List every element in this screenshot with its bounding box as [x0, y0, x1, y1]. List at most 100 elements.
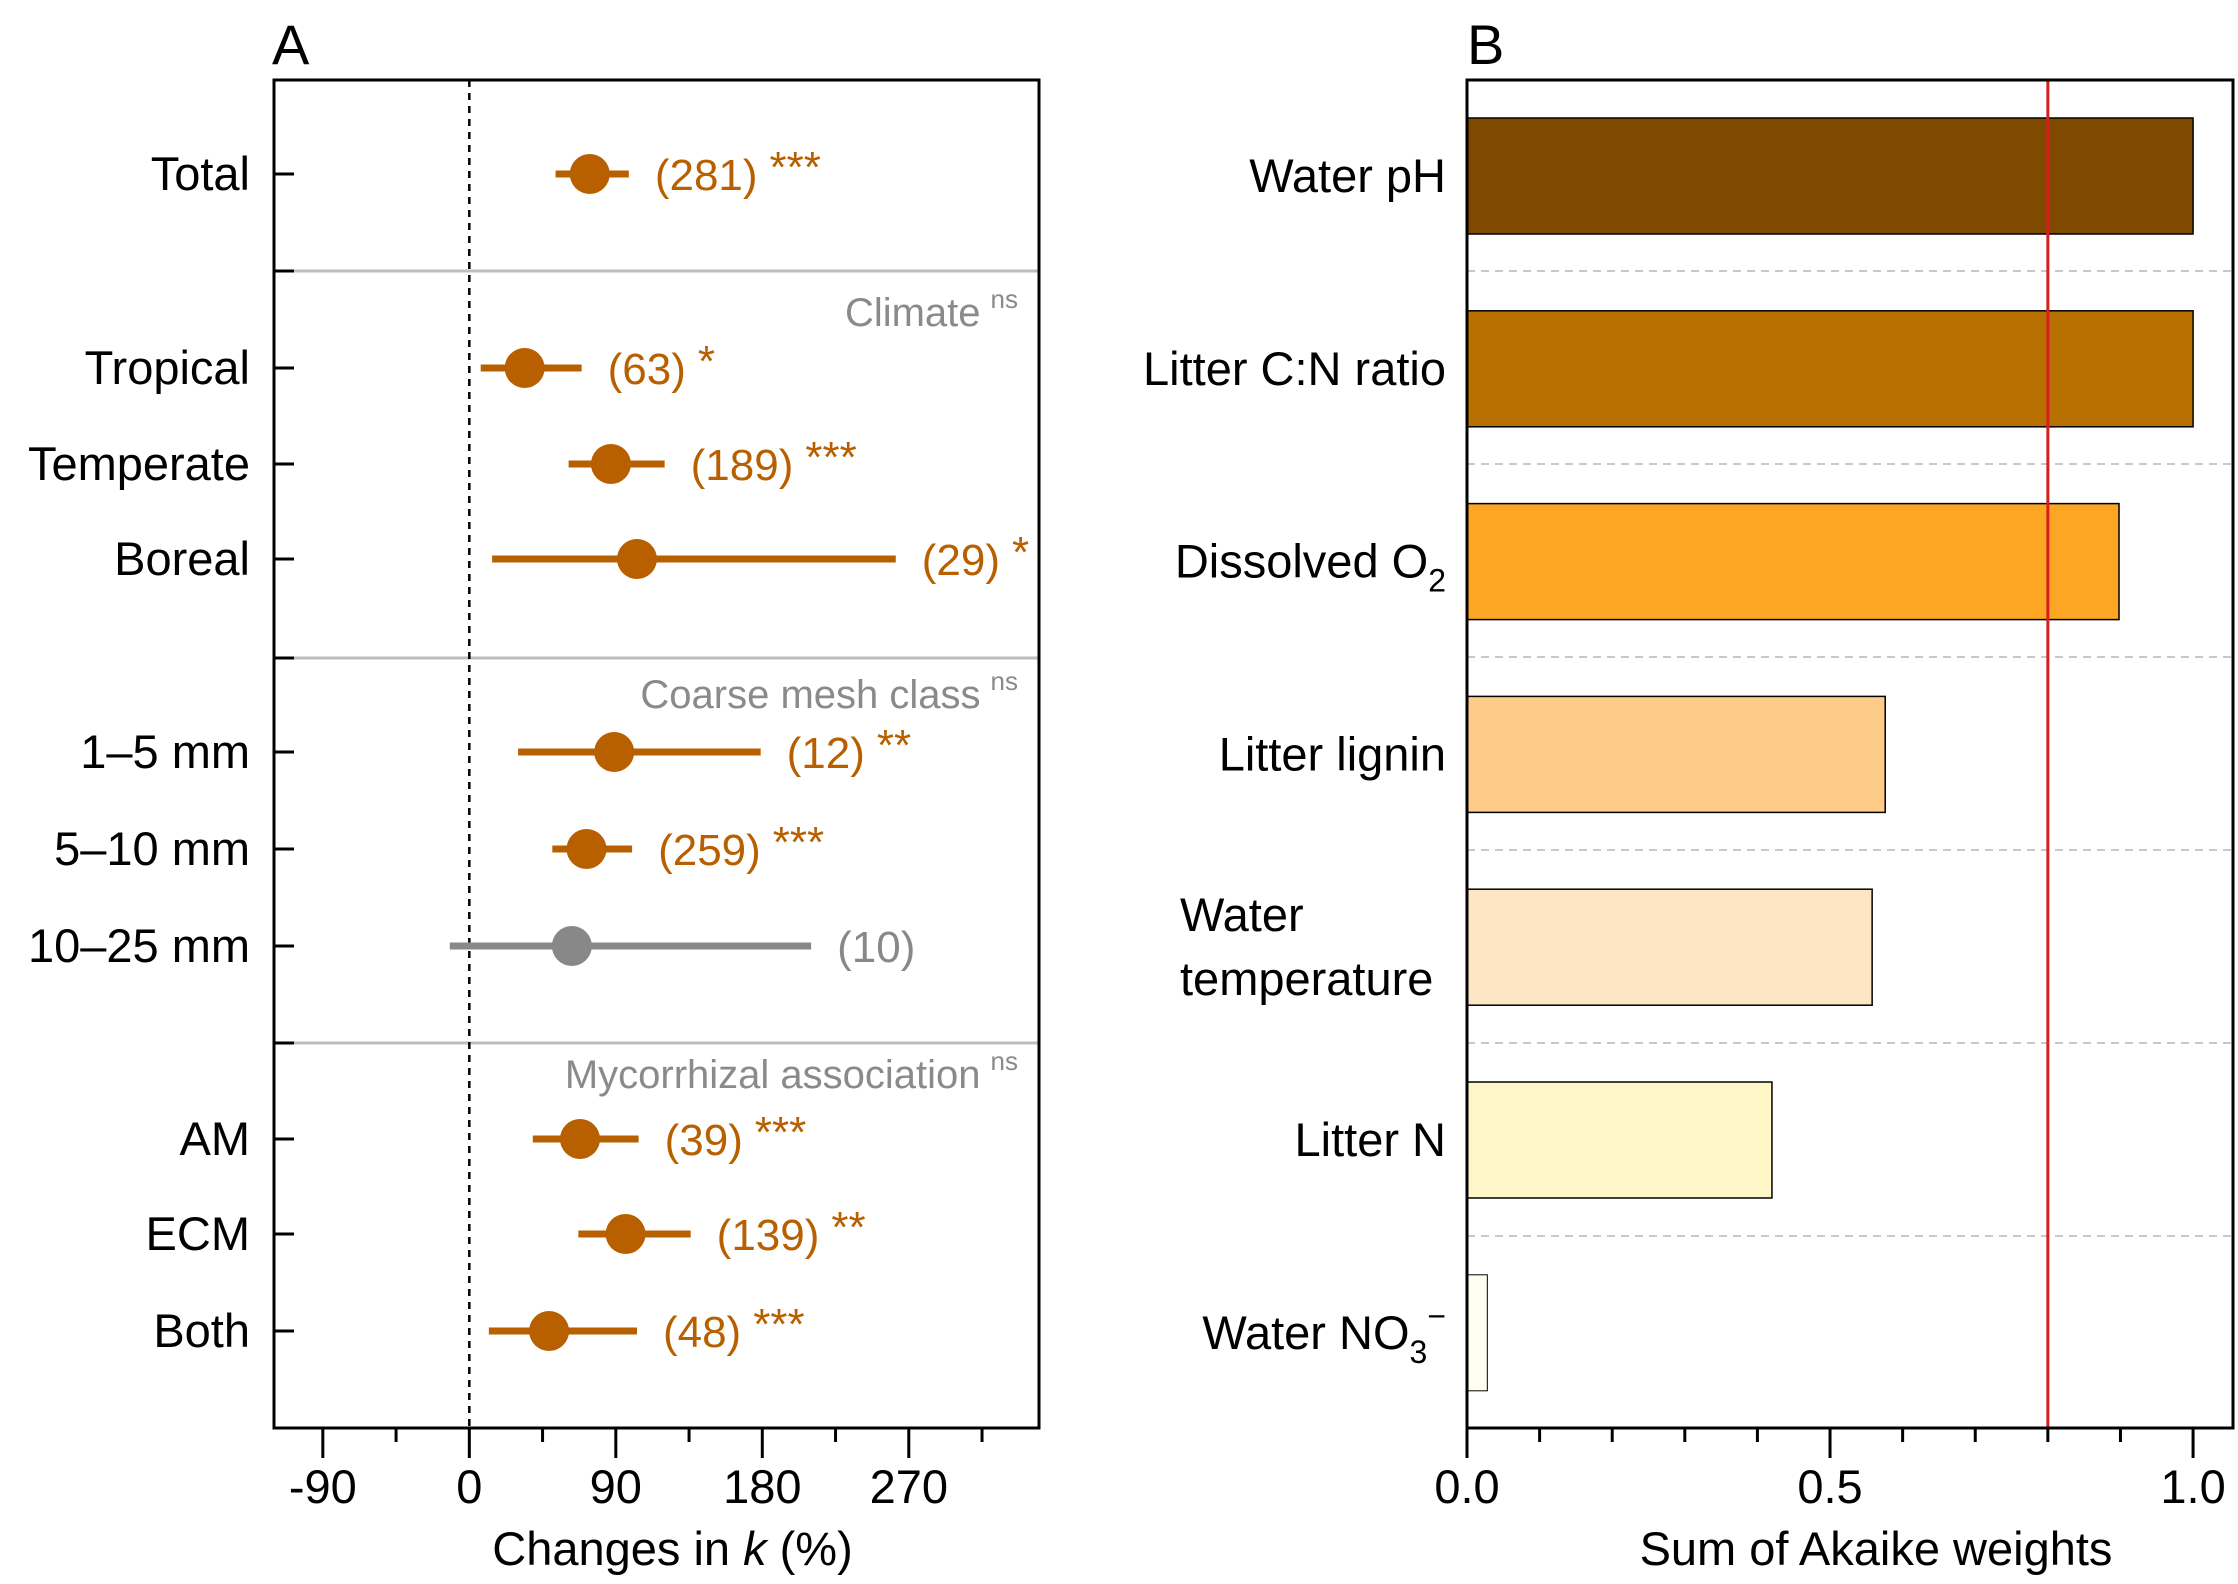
significance-stars: **	[877, 721, 911, 770]
group-significance-ns: ns	[991, 284, 1018, 314]
sample-size: (189)	[691, 441, 794, 490]
group-significance-ns: ns	[991, 1046, 1018, 1076]
bar-label-subscript: 2	[1428, 563, 1446, 599]
sample-size: (29)	[922, 536, 1000, 585]
x-axis-title: Changes in k (%)	[492, 1522, 853, 1575]
sample-size-annotation: (29) *	[922, 528, 1029, 585]
bar-label: Litter N	[1295, 1113, 1447, 1166]
sample-size: (139)	[717, 1211, 820, 1260]
effect-point	[529, 1311, 570, 1351]
row-label: Temperate	[28, 437, 250, 490]
bar-label-line-2: temperature	[1180, 952, 1433, 1005]
x-tick-label: 180	[723, 1460, 801, 1513]
bar-label: Litter C:N ratio	[1143, 342, 1446, 395]
bar-label-text: Water pH	[1249, 149, 1446, 202]
effect-point	[616, 539, 657, 579]
bar	[1466, 695, 1886, 814]
significance-stars: ***	[755, 1108, 806, 1157]
x-tick-label: 1.0	[2160, 1460, 2225, 1513]
bar	[1466, 1274, 1488, 1392]
effect-point	[590, 444, 631, 484]
x-tick-label: 0.0	[1434, 1460, 1499, 1513]
group-title-text: Climate	[845, 291, 981, 335]
effect-point	[560, 1119, 600, 1159]
sample-size: (259)	[658, 826, 761, 875]
bar-label-text: Litter N	[1295, 1113, 1447, 1166]
significance-stars: **	[831, 1203, 865, 1252]
bar-label: Water NO3−	[1202, 1298, 1446, 1370]
panel-label-b: B	[1467, 13, 1504, 76]
sample-size: (10)	[837, 923, 915, 972]
significance-stars: *	[1012, 528, 1029, 577]
x-tick-label: -90	[289, 1460, 357, 1513]
sample-size-annotation: (48) ***	[663, 1300, 805, 1357]
group-title-text: Mycorrhizal association	[565, 1053, 981, 1097]
bar-label-text: Litter lignin	[1219, 727, 1446, 780]
x-tick-label: 270	[870, 1460, 948, 1513]
group-title: Climate ns	[845, 284, 1018, 335]
panel-label-a: A	[272, 13, 310, 76]
effect-point	[605, 1214, 646, 1254]
sample-size-annotation: (39) ***	[665, 1108, 807, 1165]
x-tick-label: 0	[456, 1460, 482, 1513]
group-title: Mycorrhizal association ns	[565, 1046, 1018, 1097]
bar-label: Litter lignin	[1219, 727, 1446, 780]
panel-b-bar-chart: B Water pH Litter C:N ratio Dissolved O2 Lit…	[1143, 13, 2235, 1575]
sample-size-annotation: (189) ***	[691, 433, 857, 490]
bar-label: Dissolved O2	[1175, 535, 1446, 599]
sample-size-annotation: (12) **	[787, 721, 912, 778]
effect-point	[551, 926, 592, 966]
bar-label-subscript: 3	[1410, 1334, 1428, 1370]
row-label: 10–25 mm	[28, 919, 250, 972]
bar-label-text: Dissolved O	[1175, 535, 1428, 588]
sample-size-annotation: (281) ***	[655, 143, 821, 200]
plot-frame	[272, 78, 1041, 1430]
significance-stars: *	[698, 337, 715, 386]
sample-size-annotation: (63) *	[608, 337, 715, 394]
x-axis-title-pre: Changes in	[492, 1522, 743, 1575]
effect-point	[566, 829, 607, 869]
sample-size-annotation: (10)	[837, 923, 915, 972]
x-axis-title: Sum of Akaike weights	[1640, 1522, 2113, 1575]
significance-stars: ***	[805, 433, 856, 482]
bar	[1466, 1081, 1773, 1199]
bar-label-text: Water NO	[1202, 1306, 1409, 1359]
bar	[1466, 310, 2194, 428]
sample-size: (63)	[608, 345, 686, 394]
group-title: Coarse mesh class ns	[640, 666, 1018, 717]
x-tick-label: 90	[590, 1460, 642, 1513]
row-label: ECM	[146, 1207, 250, 1260]
row-label: Both	[153, 1304, 250, 1357]
bar-label: Water pH	[1249, 149, 1446, 202]
row-label: Total	[151, 147, 250, 200]
sample-size: (39)	[665, 1116, 743, 1165]
effect-point	[569, 154, 610, 194]
x-axis-title-k: k	[743, 1522, 769, 1575]
x-tick-label: 0.5	[1797, 1460, 1862, 1513]
x-axis-title-post: (%)	[767, 1522, 853, 1575]
effect-point	[504, 348, 545, 388]
bar	[1466, 117, 2194, 235]
bar	[1466, 502, 2120, 621]
effect-point	[594, 732, 635, 772]
bar-label-text: Litter C:N ratio	[1143, 342, 1446, 395]
bar	[1466, 888, 1873, 1006]
sample-size: (48)	[663, 1308, 741, 1357]
sample-size: (12)	[787, 729, 865, 778]
significance-stars: ***	[770, 143, 821, 192]
plot-frame	[1465, 78, 2235, 1430]
row-label: 1–5 mm	[80, 725, 250, 778]
row-label: 5–10 mm	[54, 822, 250, 875]
sample-size-annotation: (139) **	[717, 1203, 866, 1260]
row-label: AM	[180, 1112, 251, 1165]
sample-size-annotation: (259) ***	[658, 818, 824, 875]
bar-label-superscript: −	[1427, 1298, 1446, 1334]
bar-label-line-1: Water	[1180, 888, 1304, 941]
significance-stars: ***	[753, 1300, 804, 1349]
sample-size: (281)	[655, 151, 758, 200]
group-title-text: Coarse mesh class	[640, 673, 980, 717]
row-label: Boreal	[114, 532, 250, 585]
row-label: Tropical	[85, 341, 250, 394]
